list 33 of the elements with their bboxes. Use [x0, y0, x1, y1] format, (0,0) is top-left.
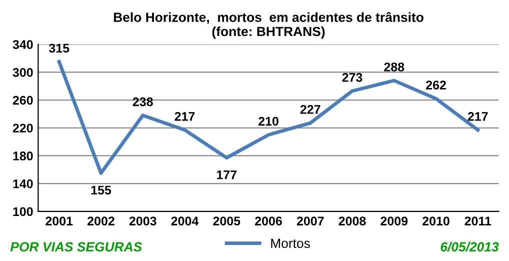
x-tick-label: 2002 — [88, 216, 114, 226]
y-tick-label: 220 — [12, 124, 33, 133]
y-tick-label: 260 — [12, 96, 33, 105]
data-label: 262 — [426, 80, 446, 90]
y-tick-label: 180 — [13, 152, 33, 160]
y-tick-label: 340 — [12, 40, 33, 50]
data-label: 217 — [174, 112, 195, 121]
x-tick-label: 2004 — [171, 216, 199, 226]
data-label: 217 — [468, 112, 488, 121]
data-label: 227 — [300, 105, 320, 114]
x-tick-label: 2010 — [422, 216, 450, 226]
x-tick-label: 2008 — [338, 216, 366, 226]
y-tick-label: 140 — [13, 179, 33, 188]
x-tick-label: 2001 — [46, 216, 73, 226]
x-tick-label: 2011 — [464, 216, 492, 226]
data-label: 273 — [342, 73, 362, 82]
data-label: 210 — [258, 116, 278, 126]
data-label: 238 — [132, 97, 153, 106]
x-tick-label: 2006 — [255, 216, 282, 226]
x-tick-label: 2007 — [296, 216, 324, 226]
x-tick-label: 2005 — [213, 216, 240, 226]
chart-title: Belo Horizonte, mortos em acidentes de trânsito (fonte: BHTRANS) — [114, 12, 424, 39]
data-label: 155 — [91, 186, 112, 195]
y-tick-label: 300 — [12, 68, 33, 77]
data-label: 177 — [216, 170, 236, 180]
text: POR VIAS SEGURAS — [10, 242, 142, 252]
text: 6/05/2013 — [440, 242, 499, 252]
x-tick-label: 2003 — [129, 216, 156, 226]
x-tick-label: 2009 — [380, 216, 408, 226]
data-label: 288 — [384, 62, 404, 72]
data-label: 315 — [48, 44, 70, 53]
legend-label: Mortos — [271, 238, 310, 248]
y-tick-label: 100 — [13, 207, 33, 216]
